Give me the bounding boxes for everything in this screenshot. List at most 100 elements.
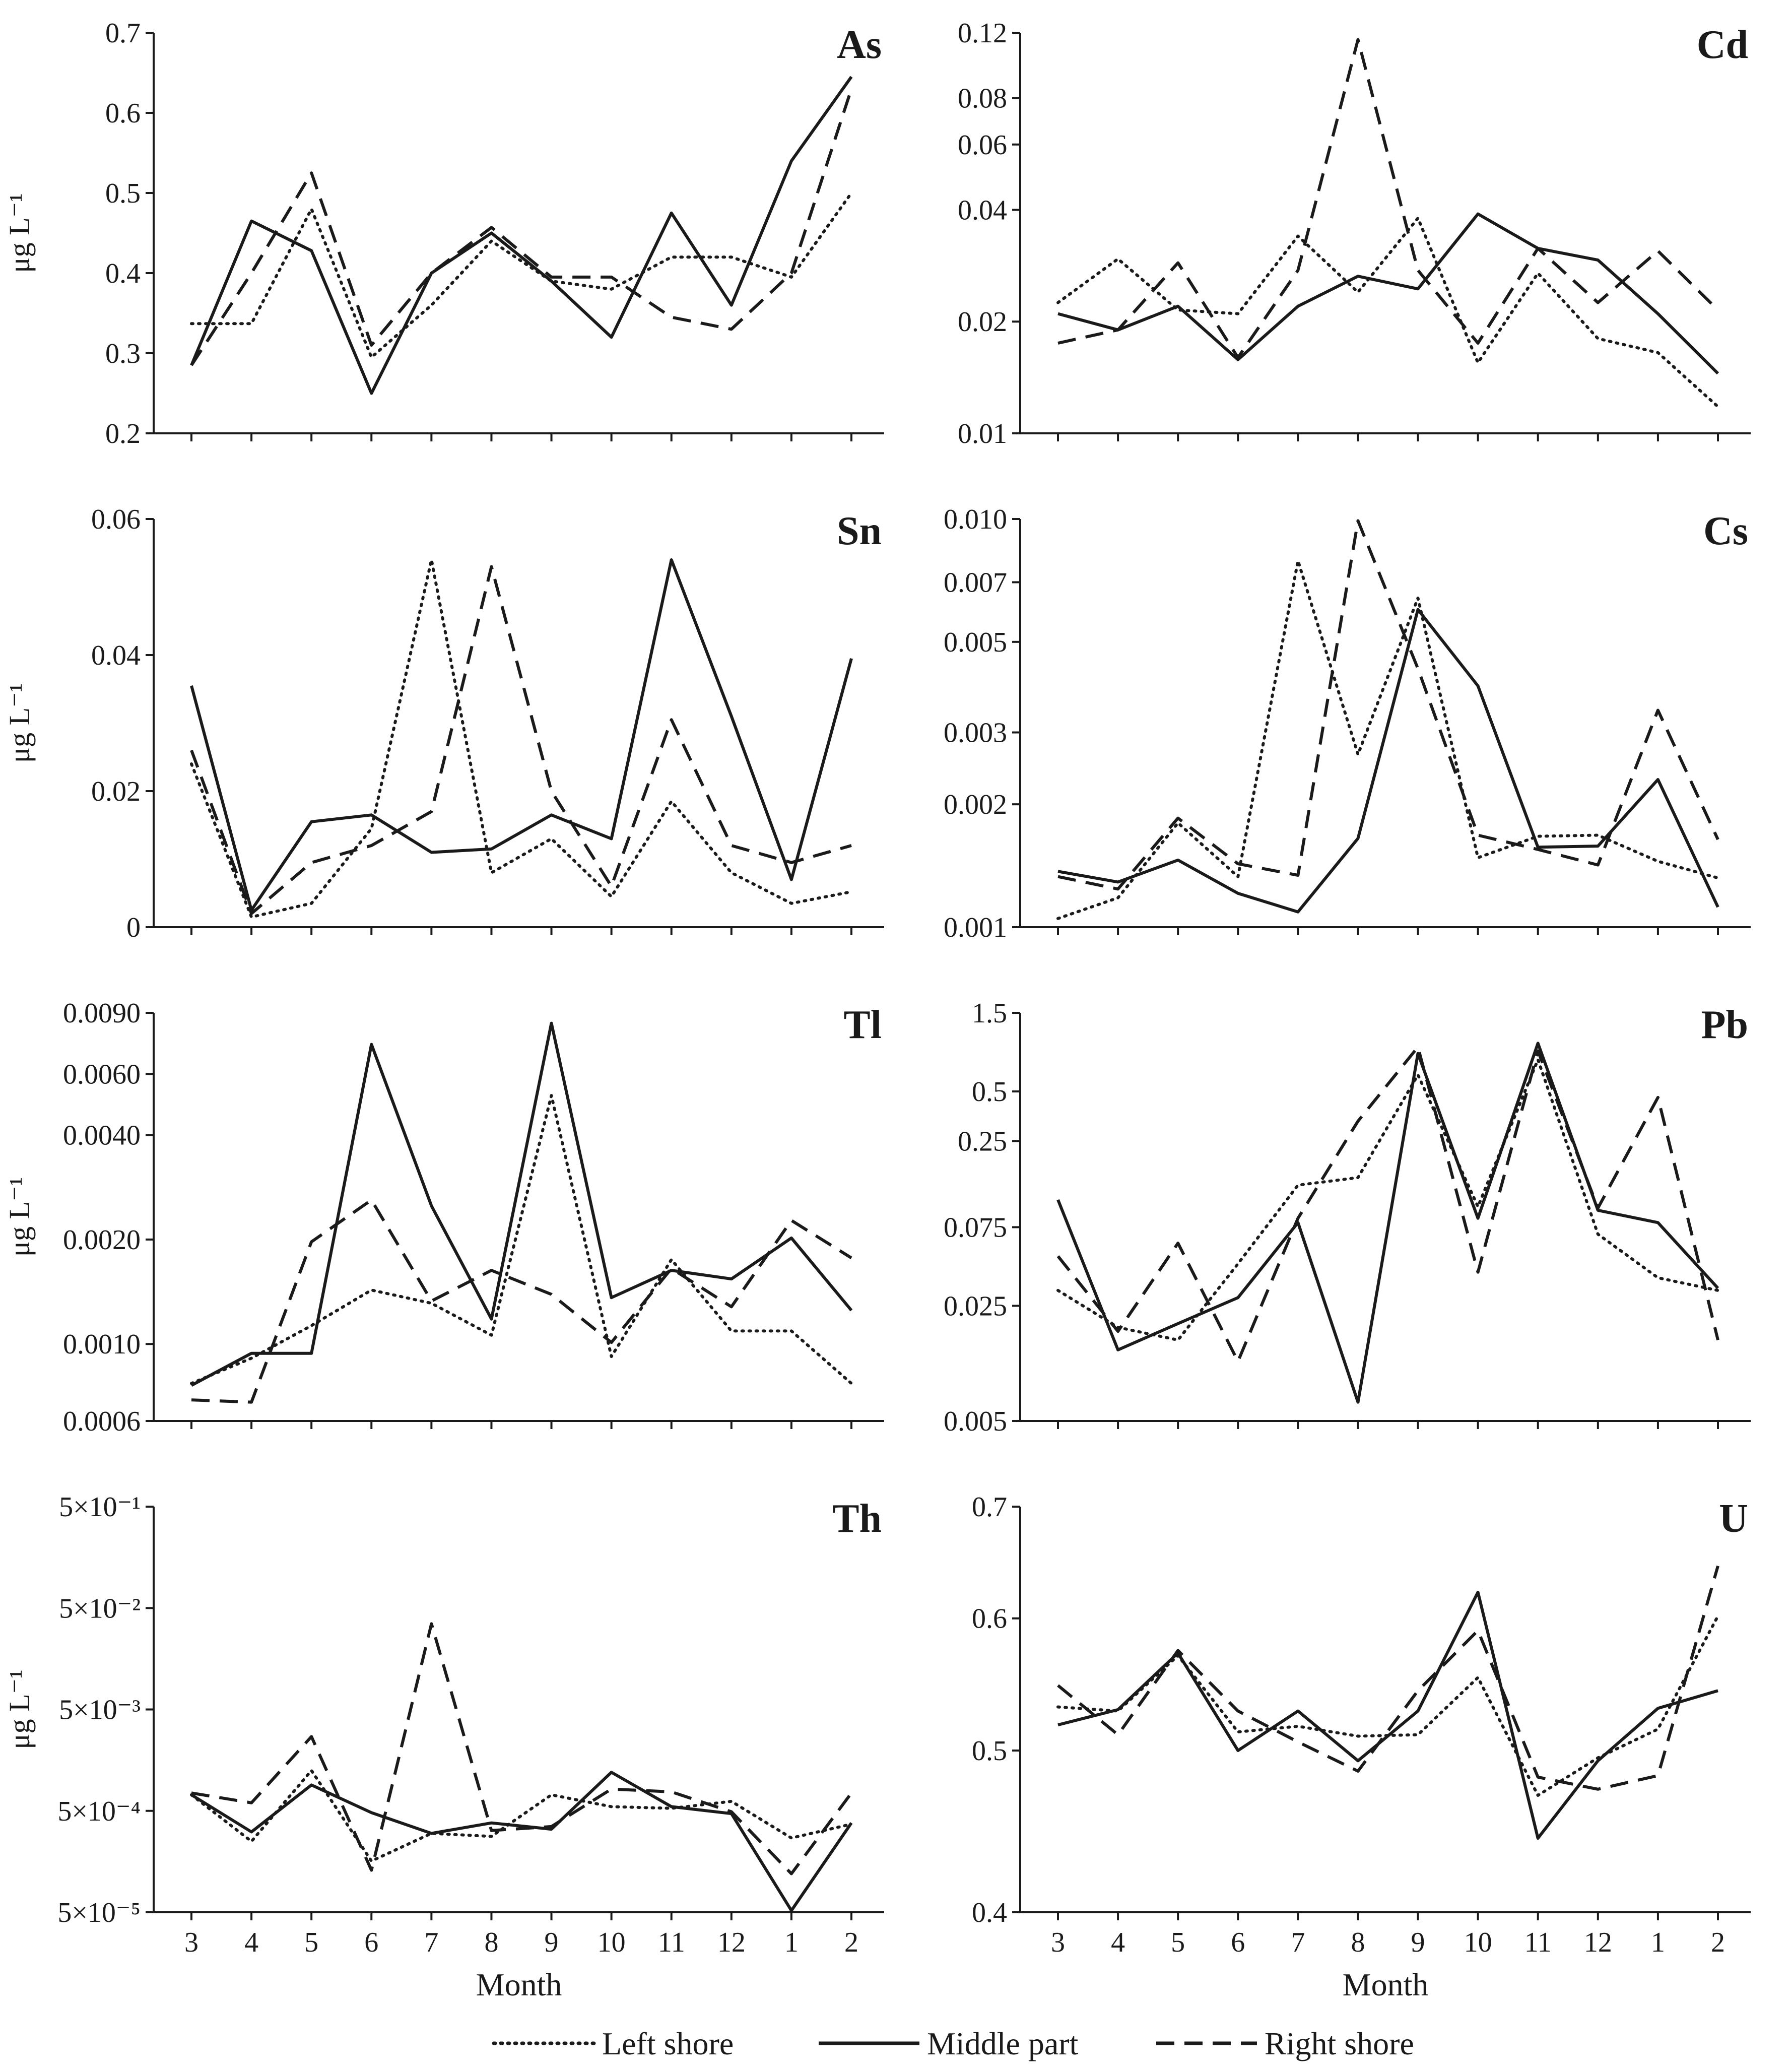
y-tick-label: 0.02	[91, 776, 141, 807]
y-tick-label: 0.06	[91, 504, 141, 535]
series-line-middle-part	[190, 1771, 853, 1912]
series-line-left-shore	[190, 191, 853, 359]
x-tick-label: 8	[1351, 1927, 1365, 1958]
x-tick-label: 6	[364, 1927, 378, 1958]
y-tick-label: 0.010	[944, 504, 1007, 535]
x-tick-label: 1	[1651, 1927, 1665, 1958]
y-tick-label: 0.6	[972, 1603, 1007, 1635]
y-tick-label: 1.5	[972, 998, 1007, 1029]
x-tick-label: 7	[1291, 1927, 1305, 1958]
panel-title: Sn	[837, 509, 882, 553]
panel-tl: 0.0006 0.0010 0.0020 0.0040 0.0060 0.0090 Tl μg…	[3, 998, 884, 1437]
y-tick-label: 0.02	[958, 306, 1007, 338]
x-tick-label: 8	[484, 1927, 498, 1958]
series-line-right-shore	[190, 88, 853, 366]
y-tick-label: 5×10⁻¹	[59, 1492, 141, 1523]
y-axis-label: μg L⁻¹	[3, 193, 36, 273]
y-tick-label: 0.005	[944, 627, 1007, 658]
y-tick-label: 0.5	[972, 1735, 1007, 1767]
panel-cd: 0.01 0.02 0.04 0.06 0.08 0.12 Cd	[958, 18, 1751, 449]
y-tick-label: 5×10⁻⁵	[57, 1897, 141, 1928]
x-tick-label: 5	[1171, 1927, 1185, 1958]
panel-pb: 0.005 0.025 0.075 0.25 0.5 1.5 Pb	[944, 998, 1751, 1437]
y-tick-label: 0.4	[105, 258, 141, 289]
y-tick-label: 0.4	[972, 1897, 1007, 1928]
series-line-right-shore	[190, 565, 852, 915]
series-line-middle-part	[190, 1021, 853, 1387]
y-axis-label: μg L⁻¹	[3, 1177, 36, 1257]
x-tick-label: 3	[1051, 1927, 1065, 1958]
panel-th: 5×10⁻⁵ 5×10⁻⁴ 5×10⁻³ 5×10⁻² 5×10⁻¹ 3 4 5 6 7 8 9 10 1…	[3, 1492, 884, 2002]
legend-label-left-shore: Left shore	[602, 2026, 734, 2061]
y-axis-label: μg L⁻¹	[3, 1669, 36, 1749]
y-tick-label: 0.7	[972, 1492, 1007, 1523]
y-tick-label: 0.0020	[63, 1224, 141, 1256]
series-line-middle-part	[1057, 212, 1719, 375]
y-tick-label: 0.12	[958, 18, 1007, 49]
y-axis-label: μg L⁻¹	[3, 683, 36, 763]
y-tick-label: 0.06	[958, 130, 1007, 161]
series-line-left-shore	[190, 1769, 853, 1863]
panel-cs: 0.001 0.002 0.003 0.005 0.007 0.010 Cs	[944, 504, 1751, 943]
y-tick-label: 0.0060	[63, 1059, 141, 1090]
y-tick-label: 0.025	[944, 1290, 1007, 1322]
x-tick-label: 4	[1111, 1927, 1125, 1958]
series-line-left-shore	[190, 1094, 853, 1385]
series-line-right-shore	[1057, 519, 1719, 891]
x-tick-label: 2	[1711, 1927, 1725, 1958]
panel-title: Tl	[843, 1003, 882, 1047]
x-axis-label: Month	[1343, 1967, 1429, 2002]
x-tick-label: 11	[658, 1927, 685, 1958]
x-tick-label: 7	[424, 1927, 438, 1958]
legend-label-middle-part: Middle part	[927, 2026, 1079, 2061]
y-tick-label: 0.6	[105, 98, 141, 129]
x-tick-label: 11	[1524, 1927, 1552, 1958]
y-tick-label: 0.001	[944, 912, 1007, 943]
y-tick-label: 0.0090	[63, 998, 141, 1029]
x-axis-label: Month	[476, 1967, 562, 2002]
y-tick-label: 0.2	[105, 418, 141, 449]
y-tick-label: 5×10⁻²	[59, 1593, 141, 1624]
x-tick-label: 10	[1464, 1927, 1492, 1958]
series-line-right-shore	[191, 1198, 852, 1404]
y-tick-label: 0.075	[944, 1212, 1007, 1243]
x-tick-label: 1	[784, 1927, 799, 1958]
y-tick-label: 5×10⁻³	[59, 1695, 141, 1726]
y-tick-label: 0.0040	[63, 1120, 141, 1151]
series-line-middle-part	[1056, 1042, 1719, 1404]
y-tick-label: 0.003	[944, 718, 1007, 749]
y-tick-label: 0.0006	[63, 1406, 141, 1437]
y-tick-label: 0.7	[105, 18, 141, 49]
x-tick-label: 4	[244, 1927, 258, 1958]
series-line-middle-part	[1057, 1590, 1718, 1840]
series-line-left-shore	[1056, 1058, 1719, 1342]
x-tick-label: 6	[1231, 1927, 1245, 1958]
x-tick-label: 9	[545, 1927, 559, 1958]
panel-title: Pb	[1701, 1003, 1748, 1047]
y-tick-label: 0.04	[91, 640, 141, 671]
y-tick-label: 0.007	[944, 567, 1007, 598]
y-tick-label: 0.5	[105, 178, 141, 209]
x-tick-label: 12	[717, 1927, 746, 1958]
x-tick-label: 12	[1584, 1927, 1612, 1958]
x-tick-label: 9	[1411, 1927, 1425, 1958]
x-tick-label: 2	[844, 1927, 858, 1958]
y-tick-label: 0.25	[958, 1126, 1007, 1157]
series-line-middle-part	[1057, 608, 1719, 914]
panel-sn: 0 0.02 0.04 0.06 Sn μg L⁻¹	[3, 504, 884, 943]
series-line-middle-part	[190, 76, 853, 395]
legend-label-right-shore: Right shore	[1265, 2026, 1414, 2061]
x-tick-label: 3	[184, 1927, 198, 1958]
y-tick-label: 0.08	[958, 83, 1007, 114]
series-line-right-shore	[1056, 1045, 1719, 1363]
panel-title: As	[837, 23, 882, 67]
x-tick-label: 10	[598, 1927, 626, 1958]
y-tick-label: 0.01	[958, 418, 1007, 449]
y-tick-label: 0.5	[972, 1076, 1007, 1108]
y-tick-label: 5×10⁻⁴	[57, 1796, 141, 1827]
panel-title: Cs	[1703, 509, 1748, 553]
series-line-left-shore	[1056, 216, 1719, 408]
series-line-middle-part	[190, 558, 853, 912]
